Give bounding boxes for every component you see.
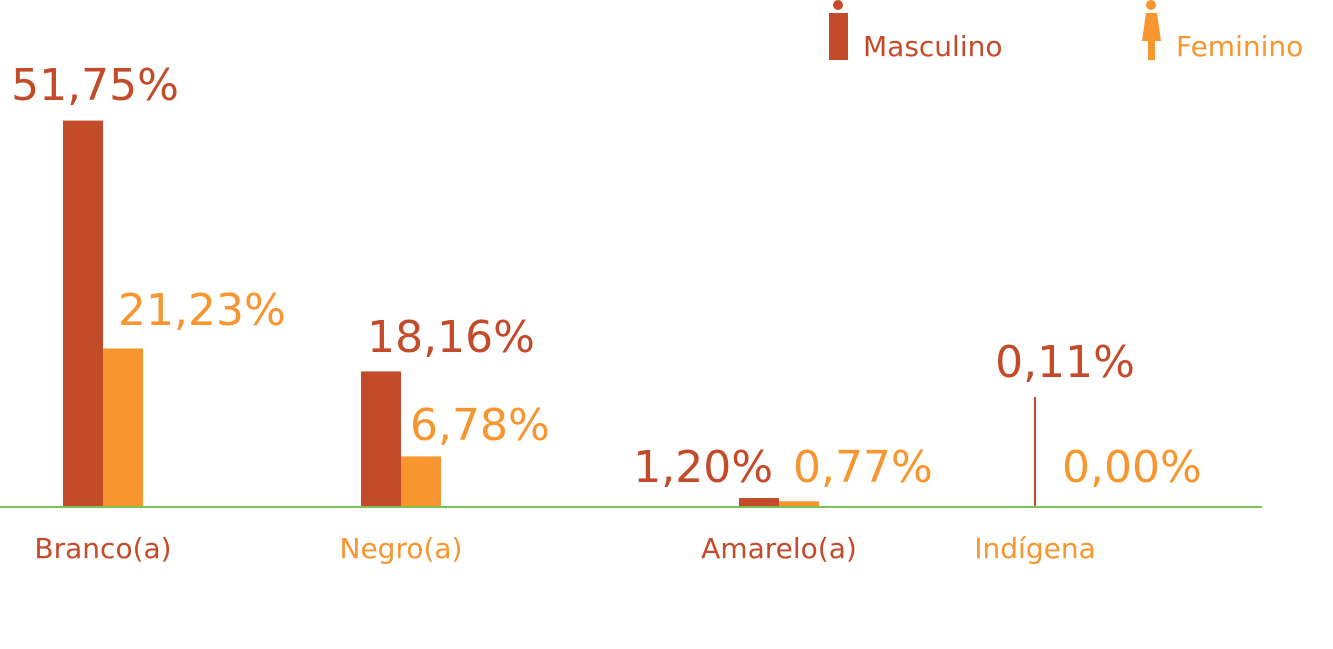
legend-icon: [1142, 13, 1161, 60]
legend-label: Feminino: [1176, 30, 1303, 63]
value-label: 0,11%: [995, 337, 1135, 388]
bar: [739, 498, 779, 507]
value-label: 18,16%: [367, 312, 535, 363]
legend-icon-head: [833, 0, 843, 10]
value-label: 1,20%: [633, 442, 773, 493]
legend-icon: [829, 13, 848, 60]
x-tick-label: Negro(a): [340, 532, 463, 565]
value-label: 6,78%: [410, 400, 550, 451]
value-label: 0,00%: [1062, 442, 1202, 493]
bar: [779, 501, 819, 507]
bar: [63, 120, 103, 507]
x-tick-label: Branco(a): [34, 532, 171, 565]
value-label: 0,77%: [793, 442, 933, 493]
bar: [361, 371, 401, 507]
x-tick-label: Amarelo(a): [701, 532, 857, 565]
bar: [103, 348, 143, 507]
bar: [401, 456, 441, 507]
x-tick-label: Indígena: [974, 532, 1095, 565]
legend-label: Masculino: [863, 30, 1002, 63]
legend-icon-head: [1146, 0, 1156, 10]
value-label: 51,75%: [11, 60, 179, 111]
value-label: 21,23%: [118, 285, 286, 336]
